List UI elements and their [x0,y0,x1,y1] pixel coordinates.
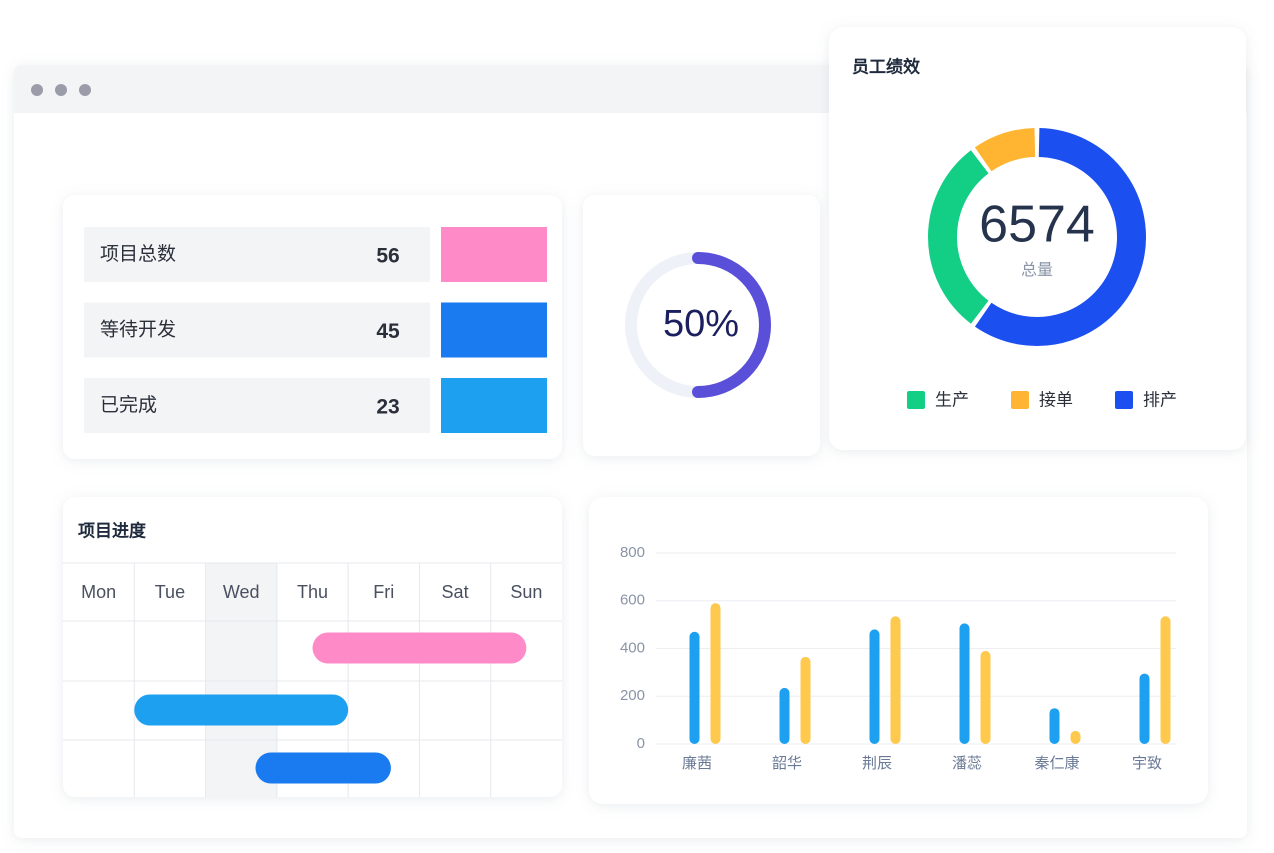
donut-total: 6574 [979,196,1095,254]
ring-card [583,195,820,456]
day-label: Tue [155,582,185,602]
donut-segment [974,128,1146,346]
x-tick-label: 韶华 [772,755,802,772]
bar [1160,616,1171,744]
day-label: Sun [510,582,542,602]
donut-total-label: 总量 [1021,261,1053,279]
stat-row [84,227,430,282]
y-tick-label: 800 [620,544,645,561]
stat-value: 45 [376,320,400,343]
donut-segment [928,150,989,324]
stat-label: 等待开发 [100,319,176,341]
bar [1139,673,1150,744]
stat-label: 项目总数 [100,243,176,265]
bar [980,650,991,744]
stat-color-block [441,227,547,282]
bar [959,623,970,744]
legend-swatch [1115,391,1133,409]
bar [1049,708,1060,744]
gantt-grid [63,562,562,741]
stat-row [84,378,430,433]
stat-label: 已完成 [100,394,157,416]
day-label: Sat [442,582,469,602]
task-bar [255,752,391,784]
bar [779,687,790,744]
task-bar [134,694,349,726]
task-bar [312,632,527,664]
x-tick-label: 秦仁康 [1034,755,1079,772]
bar [710,603,721,744]
ring-label: 50% [663,303,739,345]
window-dot [79,84,91,96]
day-label: Fri [373,582,394,602]
bar [890,616,901,744]
donut-segment [974,128,1036,172]
x-tick-label: 潘蕊 [952,755,982,772]
stat-value: 56 [376,245,399,268]
bar [800,656,811,744]
window-dot [55,84,67,96]
day-label: Thu [297,582,328,602]
stat-color-block [441,378,547,433]
donut-title: 员工绩效 [852,56,920,76]
y-tick-label: 200 [620,687,645,704]
stat-color-block [441,302,547,358]
donut-card [829,27,1246,450]
ring-arc [692,252,771,398]
x-tick-label: 廉茜 [682,755,712,772]
legend-swatch [907,391,925,409]
y-tick-label: 600 [620,592,645,609]
window-dot [31,84,43,96]
bar [689,631,700,744]
day-label: Mon [81,582,116,602]
day-label: Wed [223,582,260,602]
gantt-title: 项目进度 [78,520,147,540]
y-tick-label: 400 [620,639,645,656]
legend-label: 生产 [935,390,969,409]
stat-row [84,302,430,358]
x-tick-label: 宇致 [1132,755,1162,772]
legend-swatch [1011,391,1029,409]
legend-label: 排产 [1143,390,1177,409]
bar [869,629,880,744]
x-tick-label: 荆辰 [862,755,892,772]
bar [1070,730,1081,744]
y-tick-label: 0 [637,735,645,752]
legend-label: 接单 [1039,390,1073,409]
stat-value: 23 [376,396,399,419]
